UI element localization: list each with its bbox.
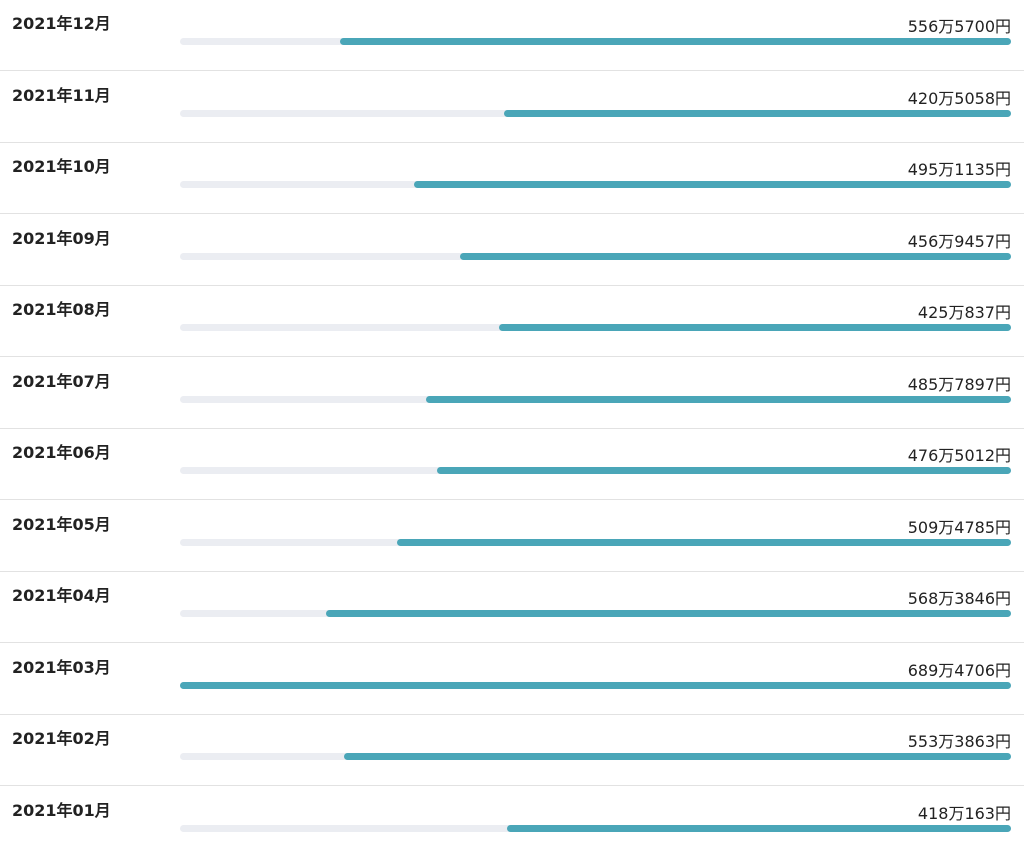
bar-fill — [507, 825, 1011, 832]
month-label: 2021年08月 — [12, 300, 111, 319]
bar-fill — [504, 110, 1011, 117]
value-label: 553万3863円 — [907, 732, 1011, 751]
bar-track — [180, 753, 1011, 760]
month-label: 2021年07月 — [12, 372, 111, 391]
chart-row: 2021年11月 420万5058円 — [0, 72, 1024, 143]
month-label: 2021年10月 — [12, 157, 111, 176]
bar-fill — [325, 610, 1011, 617]
bar-fill — [344, 753, 1011, 760]
chart-row: 2021年08月 425万837円 — [0, 286, 1024, 357]
bar-track — [180, 539, 1011, 546]
chart-row: 2021年07月 485万7897円 — [0, 358, 1024, 429]
value-label: 568万3846円 — [907, 589, 1011, 608]
value-label: 418万163円 — [917, 804, 1011, 823]
value-label: 420万5058円 — [907, 89, 1011, 108]
bar-track — [180, 253, 1011, 260]
month-label: 2021年01月 — [12, 801, 111, 820]
bar-track — [180, 110, 1011, 117]
bar-track — [180, 181, 1011, 188]
month-label: 2021年11月 — [12, 86, 111, 105]
value-label: 556万5700円 — [907, 17, 1011, 36]
chart-row: 2021年03月 689万4706円 — [0, 644, 1024, 715]
value-label: 476万5012円 — [907, 446, 1011, 465]
value-label: 485万7897円 — [907, 375, 1011, 394]
bar-fill — [498, 324, 1011, 331]
bar-track — [180, 610, 1011, 617]
bar-fill — [425, 396, 1011, 403]
chart-row: 2021年04月 568万3846円 — [0, 572, 1024, 643]
value-label: 425万837円 — [917, 303, 1011, 322]
bar-fill — [460, 253, 1011, 260]
bar-track — [180, 682, 1011, 689]
bar-track — [180, 396, 1011, 403]
month-label: 2021年04月 — [12, 586, 111, 605]
bar-track — [180, 467, 1011, 474]
chart-row: 2021年01月 418万163円 — [0, 787, 1024, 858]
bar-fill — [180, 682, 1011, 689]
chart-row: 2021年12月 556万5700円 — [0, 0, 1024, 71]
chart-row: 2021年05月 509万4785円 — [0, 501, 1024, 572]
value-label: 456万9457円 — [907, 232, 1011, 251]
month-label: 2021年03月 — [12, 658, 111, 677]
month-label: 2021年12月 — [12, 14, 111, 33]
month-label: 2021年02月 — [12, 729, 111, 748]
chart-row: 2021年10月 495万1135円 — [0, 143, 1024, 214]
bar-track — [180, 324, 1011, 331]
value-label: 495万1135円 — [907, 160, 1011, 179]
value-label: 509万4785円 — [907, 518, 1011, 537]
chart-row: 2021年09月 456万9457円 — [0, 215, 1024, 286]
month-label: 2021年06月 — [12, 443, 111, 462]
bar-fill — [340, 38, 1011, 45]
bar-track — [180, 825, 1011, 832]
value-label: 689万4706円 — [907, 661, 1011, 680]
chart-row: 2021年02月 553万3863円 — [0, 715, 1024, 786]
bar-track — [180, 38, 1011, 45]
month-label: 2021年09月 — [12, 229, 111, 248]
bar-fill — [436, 467, 1011, 474]
bar-fill — [414, 181, 1011, 188]
month-label: 2021年05月 — [12, 515, 111, 534]
bar-fill — [396, 539, 1011, 546]
chart-row: 2021年06月 476万5012円 — [0, 429, 1024, 500]
